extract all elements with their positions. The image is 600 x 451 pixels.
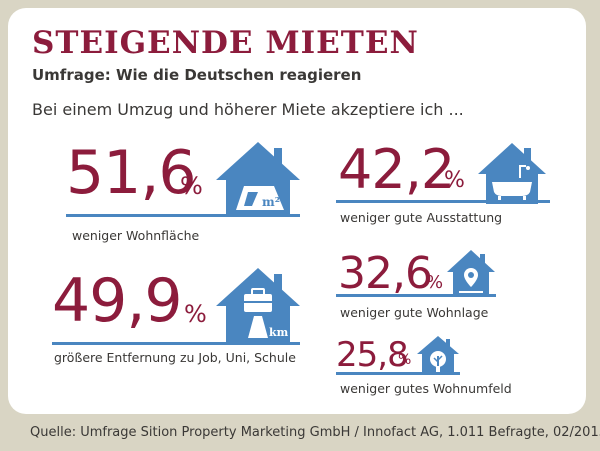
stat-label: größere Entfernung zu Job, Uni, Schule: [54, 350, 296, 365]
stat-label: weniger gutes Wohnumfeld: [340, 381, 512, 396]
stat-value: 32,6: [338, 248, 433, 299]
underline: [336, 372, 460, 375]
house-briefcase-road-icon: km: [216, 268, 300, 342]
stat-label: weniger gute Ausstattung: [340, 210, 503, 225]
stat-value: 25,8: [336, 335, 409, 375]
subtitle: Umfrage: Wie die Deutschen reagieren: [32, 66, 362, 84]
house-tree-icon: [417, 336, 459, 374]
percent-sign: %: [444, 168, 465, 193]
source-note: Quelle: Umfrage Sition Property Marketin…: [30, 425, 600, 440]
house-floorplan-icon: m²: [216, 142, 300, 216]
stat-value: 42,2: [338, 138, 455, 201]
percent-sign: %: [426, 272, 444, 293]
underline: [66, 214, 300, 217]
icon-text: km: [269, 326, 289, 339]
house-location-pin-icon: [447, 250, 495, 296]
underline: [336, 200, 550, 203]
percent-sign: %: [184, 300, 207, 328]
stat-value: 51,6: [66, 138, 197, 208]
stat-label: weniger Wohnfläche: [72, 228, 200, 243]
percent-sign: %: [398, 352, 412, 368]
underline: [52, 342, 300, 345]
stat-label: weniger gute Wohnlage: [340, 305, 489, 320]
percent-sign: %: [180, 172, 203, 200]
infographic-card: [8, 8, 586, 414]
page-title: STEIGENDE MIETEN: [32, 25, 419, 61]
underline: [336, 294, 496, 297]
stat-value: 49,9: [52, 266, 183, 336]
icon-text: m²: [262, 195, 280, 209]
lead-text: Bei einem Umzug und höherer Miete akzept…: [32, 100, 464, 119]
house-bathtub-icon: [478, 143, 546, 204]
